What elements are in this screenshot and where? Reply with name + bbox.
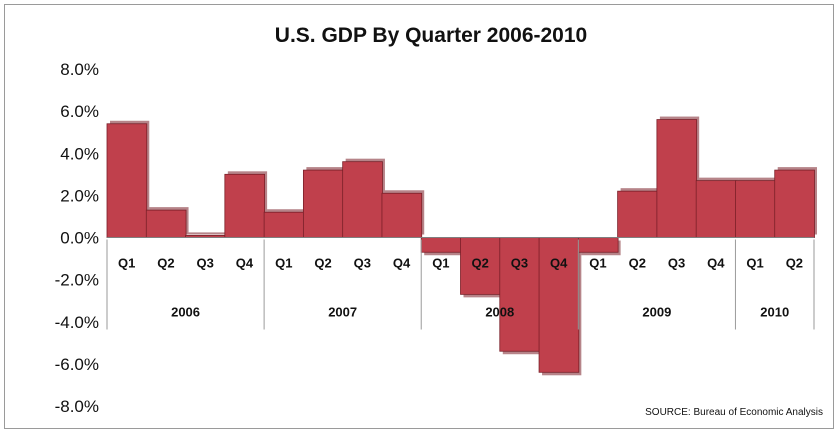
quarter-label: Q4 — [236, 256, 254, 271]
quarter-label: Q2 — [786, 256, 803, 271]
quarter-label: Q2 — [629, 256, 646, 271]
bar-q3-6 — [342, 161, 383, 238]
bar-q1-12 — [577, 237, 619, 253]
quarter-label: Q2 — [157, 256, 174, 271]
quarter-label: Q2 — [471, 256, 488, 271]
year-label: 2006 — [171, 305, 200, 320]
y-tick-label: 4.0% — [60, 144, 99, 163]
y-tick-label: -2.0% — [55, 271, 99, 290]
quarter-label: Q1 — [589, 256, 606, 271]
bar-q4-7 — [381, 192, 423, 238]
chart-frame: U.S. GDP By Quarter 2006-2010 8.0% 6.0% 4.… — [4, 4, 834, 429]
year-label: 2008 — [485, 305, 514, 320]
quarter-label: Q3 — [354, 256, 371, 271]
bar-q1-4 — [263, 211, 305, 238]
quarter-label: Q3 — [197, 256, 214, 271]
bar-q2-5 — [302, 169, 344, 238]
bar-q2-9 — [460, 237, 501, 295]
bar-q1-16 — [735, 180, 776, 238]
year-label: 2009 — [642, 305, 671, 320]
quarter-label: Q2 — [314, 256, 331, 271]
bar-q2-17 — [774, 169, 815, 238]
gdp-chart: U.S. GDP By Quarter 2006-2010 8.0% 6.0% 4.… — [55, 24, 823, 418]
bar-q2-13 — [617, 190, 658, 238]
bar-q3-14 — [656, 119, 698, 238]
y-tick-label: 6.0% — [60, 102, 99, 121]
year-label: 2007 — [328, 305, 357, 320]
quarter-label: Q1 — [118, 256, 135, 271]
quarter-label: Q1 — [432, 256, 449, 271]
quarter-label: Q3 — [511, 256, 528, 271]
y-tick-label: -4.0% — [55, 313, 99, 332]
bar-q2-1 — [145, 209, 187, 238]
quarter-label: Q1 — [275, 256, 292, 271]
y-tick-label: 0.0% — [60, 229, 99, 248]
bar-q4-3 — [224, 173, 266, 238]
y-tick-label: 8.0% — [60, 60, 99, 79]
bar-q4-15 — [695, 180, 737, 238]
year-label: 2010 — [760, 305, 789, 320]
source-note: SOURCE: Bureau of Economic Analysis — [645, 407, 823, 418]
quarter-label: Q3 — [668, 256, 685, 271]
bar-q1-8 — [420, 237, 462, 253]
y-axis: 8.0% 6.0% 4.0% 2.0% 0.0% -2.0% -4.0% -6.0% -8.0% — [55, 60, 99, 416]
category-axis: Q1 Q2 Q3 Q4 Q1 Q2 Q3 Q4 Q1 Q2 Q3 Q4 Q1 Q2 Q3 Q4 Q1 Q2 2006… — [106, 239, 815, 330]
quarter-label: Q1 — [746, 256, 763, 271]
quarter-label: Q4 — [393, 256, 411, 271]
quarter-label: Q4 — [707, 256, 725, 271]
bar-q3-10 — [499, 237, 540, 352]
quarter-label: Q4 — [550, 256, 568, 271]
chart-title: U.S. GDP By Quarter 2006-2010 — [275, 24, 587, 47]
bar-shadow — [188, 232, 228, 235]
y-tick-label: 2.0% — [60, 186, 99, 205]
y-tick-label: -6.0% — [55, 355, 99, 374]
bar-q1-0 — [106, 123, 148, 238]
y-tick-label: -8.0% — [55, 397, 99, 416]
data-series — [106, 116, 817, 376]
